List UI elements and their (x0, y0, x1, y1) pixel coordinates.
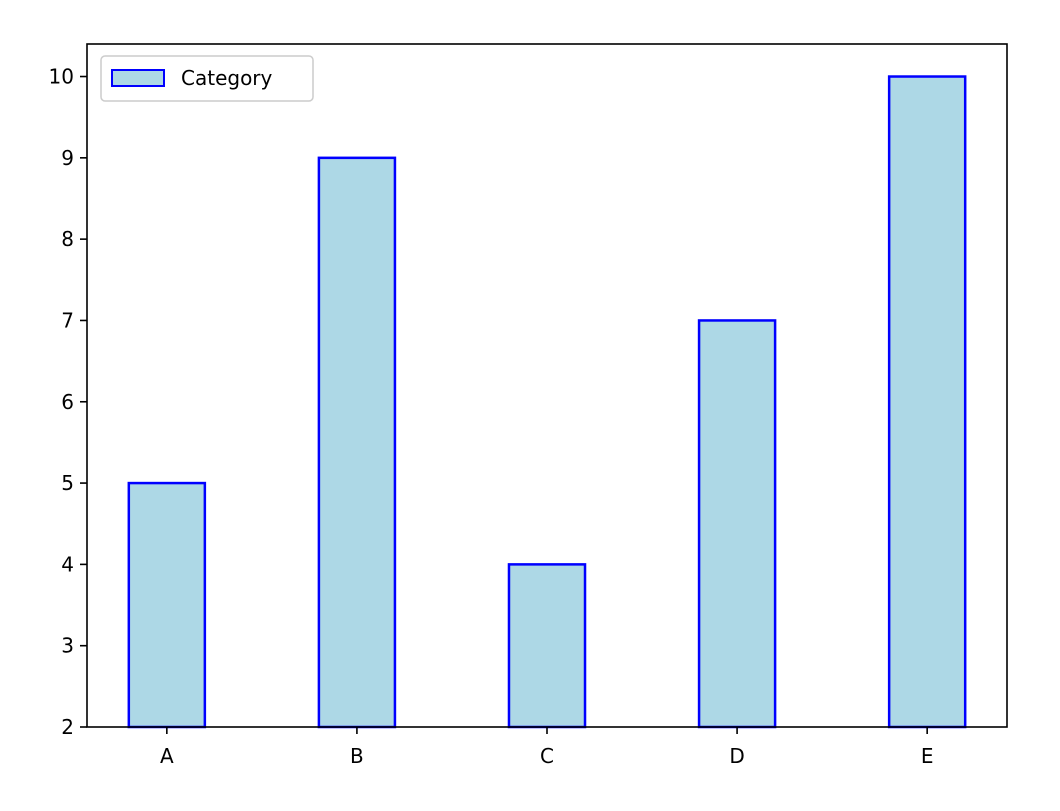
x-axis: A B C D E (160, 727, 933, 768)
y-tick-label: 9 (61, 146, 74, 170)
y-tick-label: 3 (61, 634, 74, 658)
y-tick-label: 2 (61, 715, 74, 739)
x-tick-label: E (921, 744, 934, 768)
y-axis: 2 3 4 5 6 7 8 9 10 (49, 65, 87, 739)
bar-a (127, 481, 207, 729)
y-tick-label: 4 (61, 552, 74, 576)
bar-c (507, 563, 587, 729)
y-tick-label: 7 (61, 308, 74, 332)
bar-d (697, 319, 777, 729)
y-tick-label: 8 (61, 227, 74, 251)
legend-swatch (111, 69, 165, 87)
bars-layer (127, 75, 967, 729)
y-tick-label: 5 (61, 471, 74, 495)
bar-e (887, 75, 967, 729)
x-tick-label: B (350, 744, 364, 768)
y-tick-label: 6 (61, 390, 74, 414)
x-tick-label: A (160, 744, 174, 768)
bar-b (317, 156, 397, 729)
x-tick-label: C (540, 744, 554, 768)
y-tick-label: 10 (49, 65, 74, 89)
legend: Category (100, 55, 314, 102)
x-tick-label: D (729, 744, 744, 768)
legend-frame (100, 55, 314, 102)
legend-label: Category (181, 66, 273, 90)
